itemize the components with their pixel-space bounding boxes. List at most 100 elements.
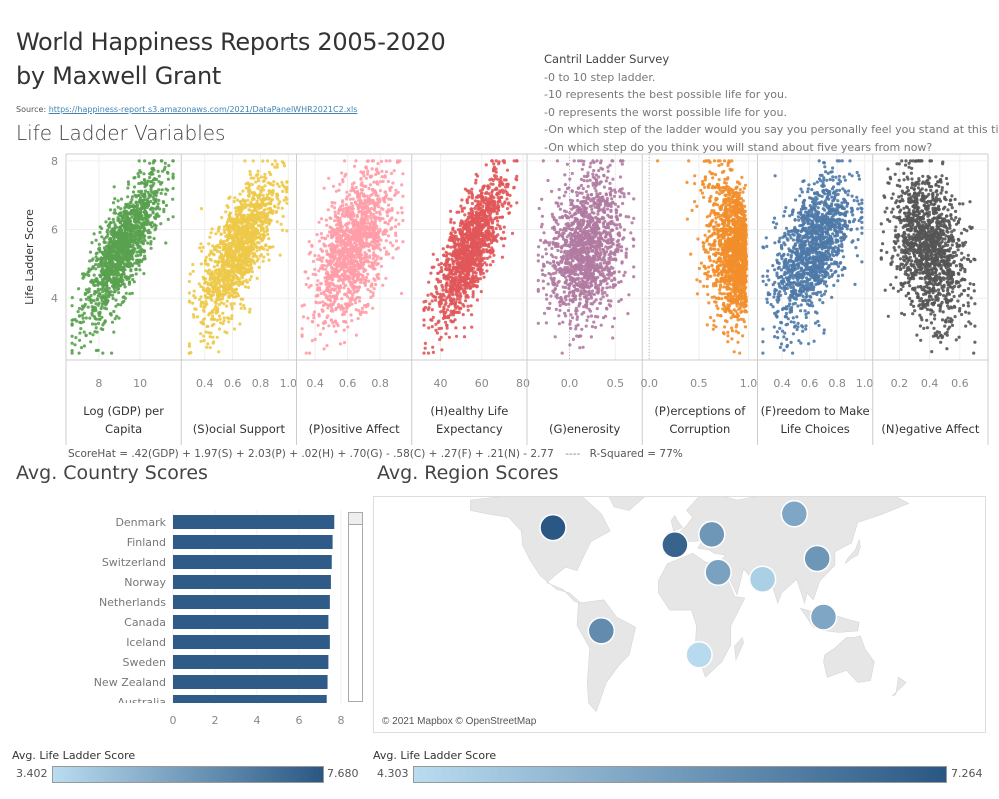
scatter-point [255,259,259,263]
scatter-point [125,223,129,227]
scatter-point [127,182,131,186]
scatter-point [126,244,130,249]
scatter-point [79,346,84,350]
scatter-point [126,186,130,190]
scatter-point [227,316,231,320]
scatter-point [321,309,325,313]
scatter-point [127,275,131,279]
scatter-point [401,218,405,223]
scatter-point [375,263,379,267]
scatter-point [466,304,470,308]
scatter-point [366,287,370,292]
scatter-point [340,229,344,233]
scatter-point [230,307,234,311]
scatter-point [339,278,343,282]
scatter-point [339,222,343,226]
scatter-point [244,278,248,282]
scatter-point [171,186,175,191]
scatter-point [143,206,147,210]
scatter-point [342,274,346,278]
scatter-point [349,201,353,205]
scatter-point [202,334,206,338]
scatter-point [111,201,116,205]
scatter-point [137,189,141,194]
scatter-point [102,246,106,250]
scatter-point [373,245,377,249]
cantril-line: -0 represents the worst possible life fo… [544,105,788,119]
scatter-point [329,309,333,313]
scatter-point [267,245,271,249]
scatter-point [231,288,235,292]
scatter-point [105,234,109,238]
scatter-point [269,202,273,206]
scatter-point [129,269,133,273]
scatter-point [348,197,352,201]
scatter-point [133,233,138,237]
scatter-point [208,335,212,339]
scatter-point [333,219,337,223]
scatter-point [259,175,263,179]
scatter-point [393,193,397,197]
scatter-point [227,294,231,299]
scatter-point [160,188,164,192]
source-label: Source: [16,105,49,114]
scatter-point [376,255,380,259]
scatter-point [439,298,443,302]
source-link[interactable]: https://happiness-report.s3.amazonaws.co… [48,105,358,114]
scatter-point [199,304,203,308]
scatter-point [326,273,330,277]
scatter-point [163,165,167,169]
scatter-point [201,318,205,322]
scatter-point [209,249,213,253]
scatter-point [300,304,304,308]
scatter-point [370,282,374,286]
scatter-point [393,225,398,229]
scatter-point [202,309,206,313]
scatter-point [261,159,265,163]
scatter-point [119,207,123,211]
scatter-point [364,310,368,314]
scatter-point [217,314,221,318]
scatter-point [285,229,289,233]
scatter-point [354,255,358,260]
scatter-point [267,222,271,226]
scatter-point [317,314,321,318]
scatter-point [357,198,361,202]
scatter-point [355,260,360,265]
scatter-point [105,298,110,303]
scatter-point [440,348,444,352]
scatter-point [261,226,265,230]
scatter-point [362,218,366,222]
scatter-point [423,341,427,345]
scatter-point [147,228,151,232]
scatter-point [372,216,376,220]
scatter-point [248,172,252,177]
scatter-point [377,276,381,281]
scatter-point [267,170,271,174]
scatter-point [236,240,240,244]
scatter-point [228,217,232,221]
scatter-point [325,259,329,263]
scatter-point [342,282,346,286]
scatter-point [110,262,114,266]
scatter-point [107,225,111,229]
scatter-point [379,216,383,220]
scatter-point [332,228,336,232]
scatter-point [358,311,362,315]
scatter-point [340,171,344,175]
scatter-point [192,294,196,298]
scatter-point [335,245,339,249]
section-title-variables: Life Ladder Variables [16,121,226,145]
scatter-point [372,228,376,232]
scatter-point [317,239,322,243]
scatter-point [215,263,220,267]
scatter-point [125,277,129,281]
scatter-point [367,260,371,264]
x-axis-label: Capita [105,422,142,436]
scatter-point [401,194,405,198]
scatter-point [308,250,313,254]
scatter-point [206,290,210,294]
scatter-point [152,201,156,205]
scatter-point [273,205,277,209]
